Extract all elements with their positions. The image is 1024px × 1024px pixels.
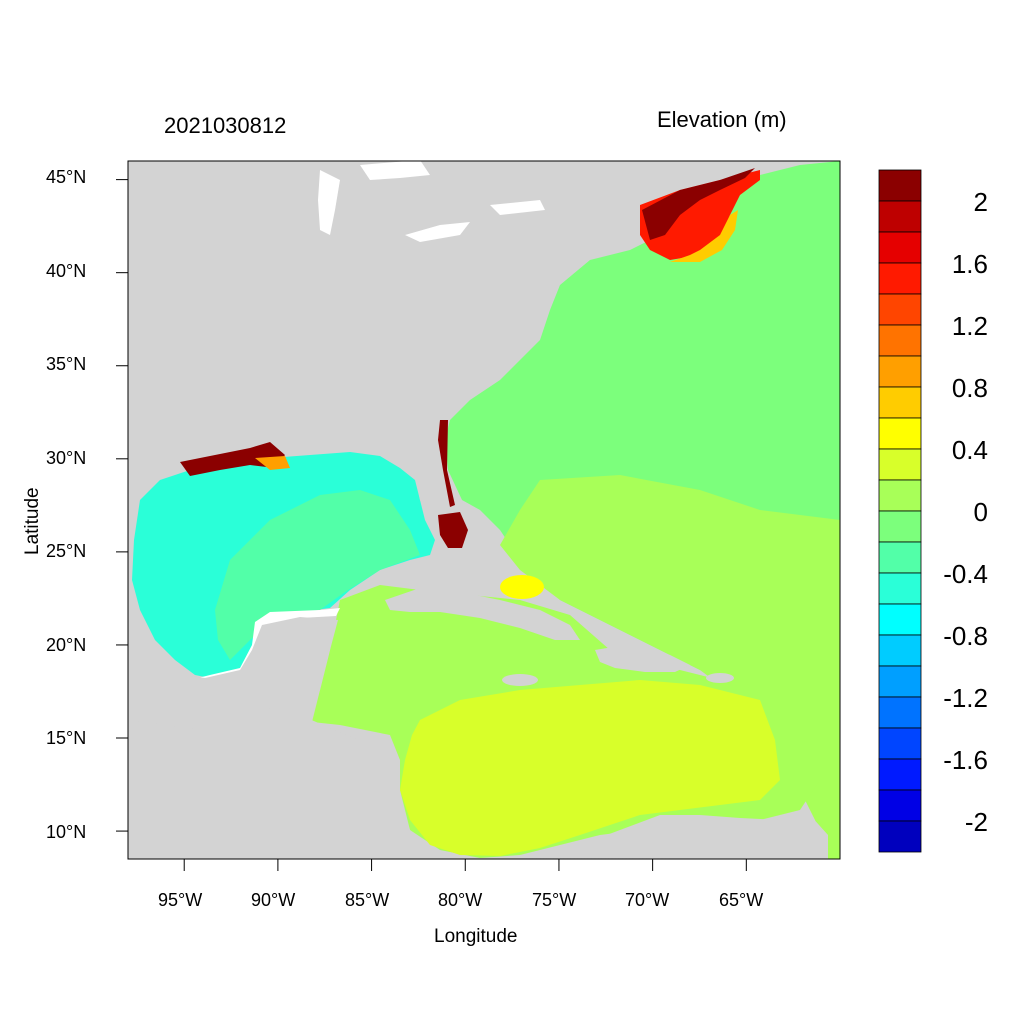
colorbar-swatch	[878, 169, 922, 202]
colorbar-label: 1.6	[951, 249, 988, 279]
lat-tick-label: 30°N	[46, 448, 87, 468]
colorbar-label: 2	[973, 187, 988, 217]
lon-tick-label: 70°W	[625, 890, 670, 910]
colorbar-swatch	[878, 572, 922, 605]
bahamas-surge	[500, 575, 544, 599]
colorbar-swatch	[878, 541, 922, 574]
lat-tick-label: 20°N	[46, 635, 87, 655]
lon-tick-label: 75°W	[532, 890, 577, 910]
louisiana-surge	[255, 456, 290, 470]
colorbar	[878, 169, 922, 853]
colorbar-swatch	[878, 603, 922, 636]
lat-tick-label: 25°N	[46, 541, 87, 561]
cuba	[385, 588, 580, 640]
colorbar-label: 0	[973, 497, 988, 527]
colorbar-label: 0.8	[951, 373, 988, 403]
colorbar-swatch	[878, 200, 922, 233]
colorbar-swatch	[878, 634, 922, 667]
south-america	[520, 815, 828, 859]
colorbar-label: -1.6	[943, 745, 988, 775]
yucatan-coast	[198, 608, 340, 679]
gulf-coast-surge	[180, 442, 285, 476]
hispaniola	[595, 645, 690, 672]
south-caribbean	[400, 680, 780, 856]
colorbar-swatch	[878, 324, 922, 357]
puerto-rico	[706, 673, 734, 683]
colorbar-swatch	[878, 665, 922, 698]
lon-ticks	[183, 859, 747, 871]
east-florida-coast	[438, 420, 455, 507]
colorbar-label: -0.4	[943, 559, 988, 589]
subtropical-atlantic	[500, 475, 840, 859]
variable-title: Elevation (m)	[657, 107, 787, 132]
colorbar-swatch	[878, 386, 922, 419]
lat-tick-label: 45°N	[46, 167, 87, 187]
northeast-surge	[640, 170, 760, 260]
colorbar-swatch	[878, 417, 922, 450]
northeast-surge-edge	[670, 210, 738, 262]
colorbar-swatch	[878, 789, 922, 822]
colorbar-swatch	[878, 293, 922, 326]
lon-tick-label: 85°W	[345, 890, 390, 910]
colorbar-swatch	[878, 820, 922, 853]
lat-tick-label: 10°N	[46, 822, 87, 842]
map-timestamp: 2021030812	[164, 113, 287, 138]
colorbar-label: -1.2	[943, 683, 988, 713]
colorbar-swatch	[878, 231, 922, 264]
colorbar-swatch	[878, 510, 922, 543]
lon-tick-label: 95°W	[158, 890, 203, 910]
colorbar-swatch	[878, 758, 922, 791]
lon-tick-label: 80°W	[438, 890, 483, 910]
colorbar-swatch	[878, 355, 922, 388]
lat-tick-label: 35°N	[46, 354, 87, 374]
colorbar-swatch	[878, 727, 922, 760]
colorbar-label: 0.4	[951, 435, 988, 465]
colorbar-label: 1.2	[951, 311, 988, 341]
map-plot-area	[128, 161, 840, 859]
map-frame	[127, 160, 841, 860]
lat-ticks	[116, 179, 128, 832]
lat-tick-label: 40°N	[46, 261, 87, 281]
colorbar-swatch	[878, 479, 922, 512]
lon-tick-label: 65°W	[719, 890, 764, 910]
colorbar-swatch	[878, 696, 922, 729]
colorbar-label: -0.8	[943, 621, 988, 651]
south-florida-surge	[438, 512, 468, 548]
lat-tick-label: 15°N	[46, 728, 87, 748]
central-america	[128, 617, 430, 859]
colorbar-swatch	[878, 262, 922, 295]
jamaica	[502, 674, 538, 686]
lon-tick-label: 90°W	[251, 890, 296, 910]
northeast-surge-core	[642, 168, 755, 240]
x-axis-label: Longitude	[434, 926, 518, 947]
colorbar-label: -2	[964, 807, 988, 837]
colorbar-swatch	[878, 448, 922, 481]
